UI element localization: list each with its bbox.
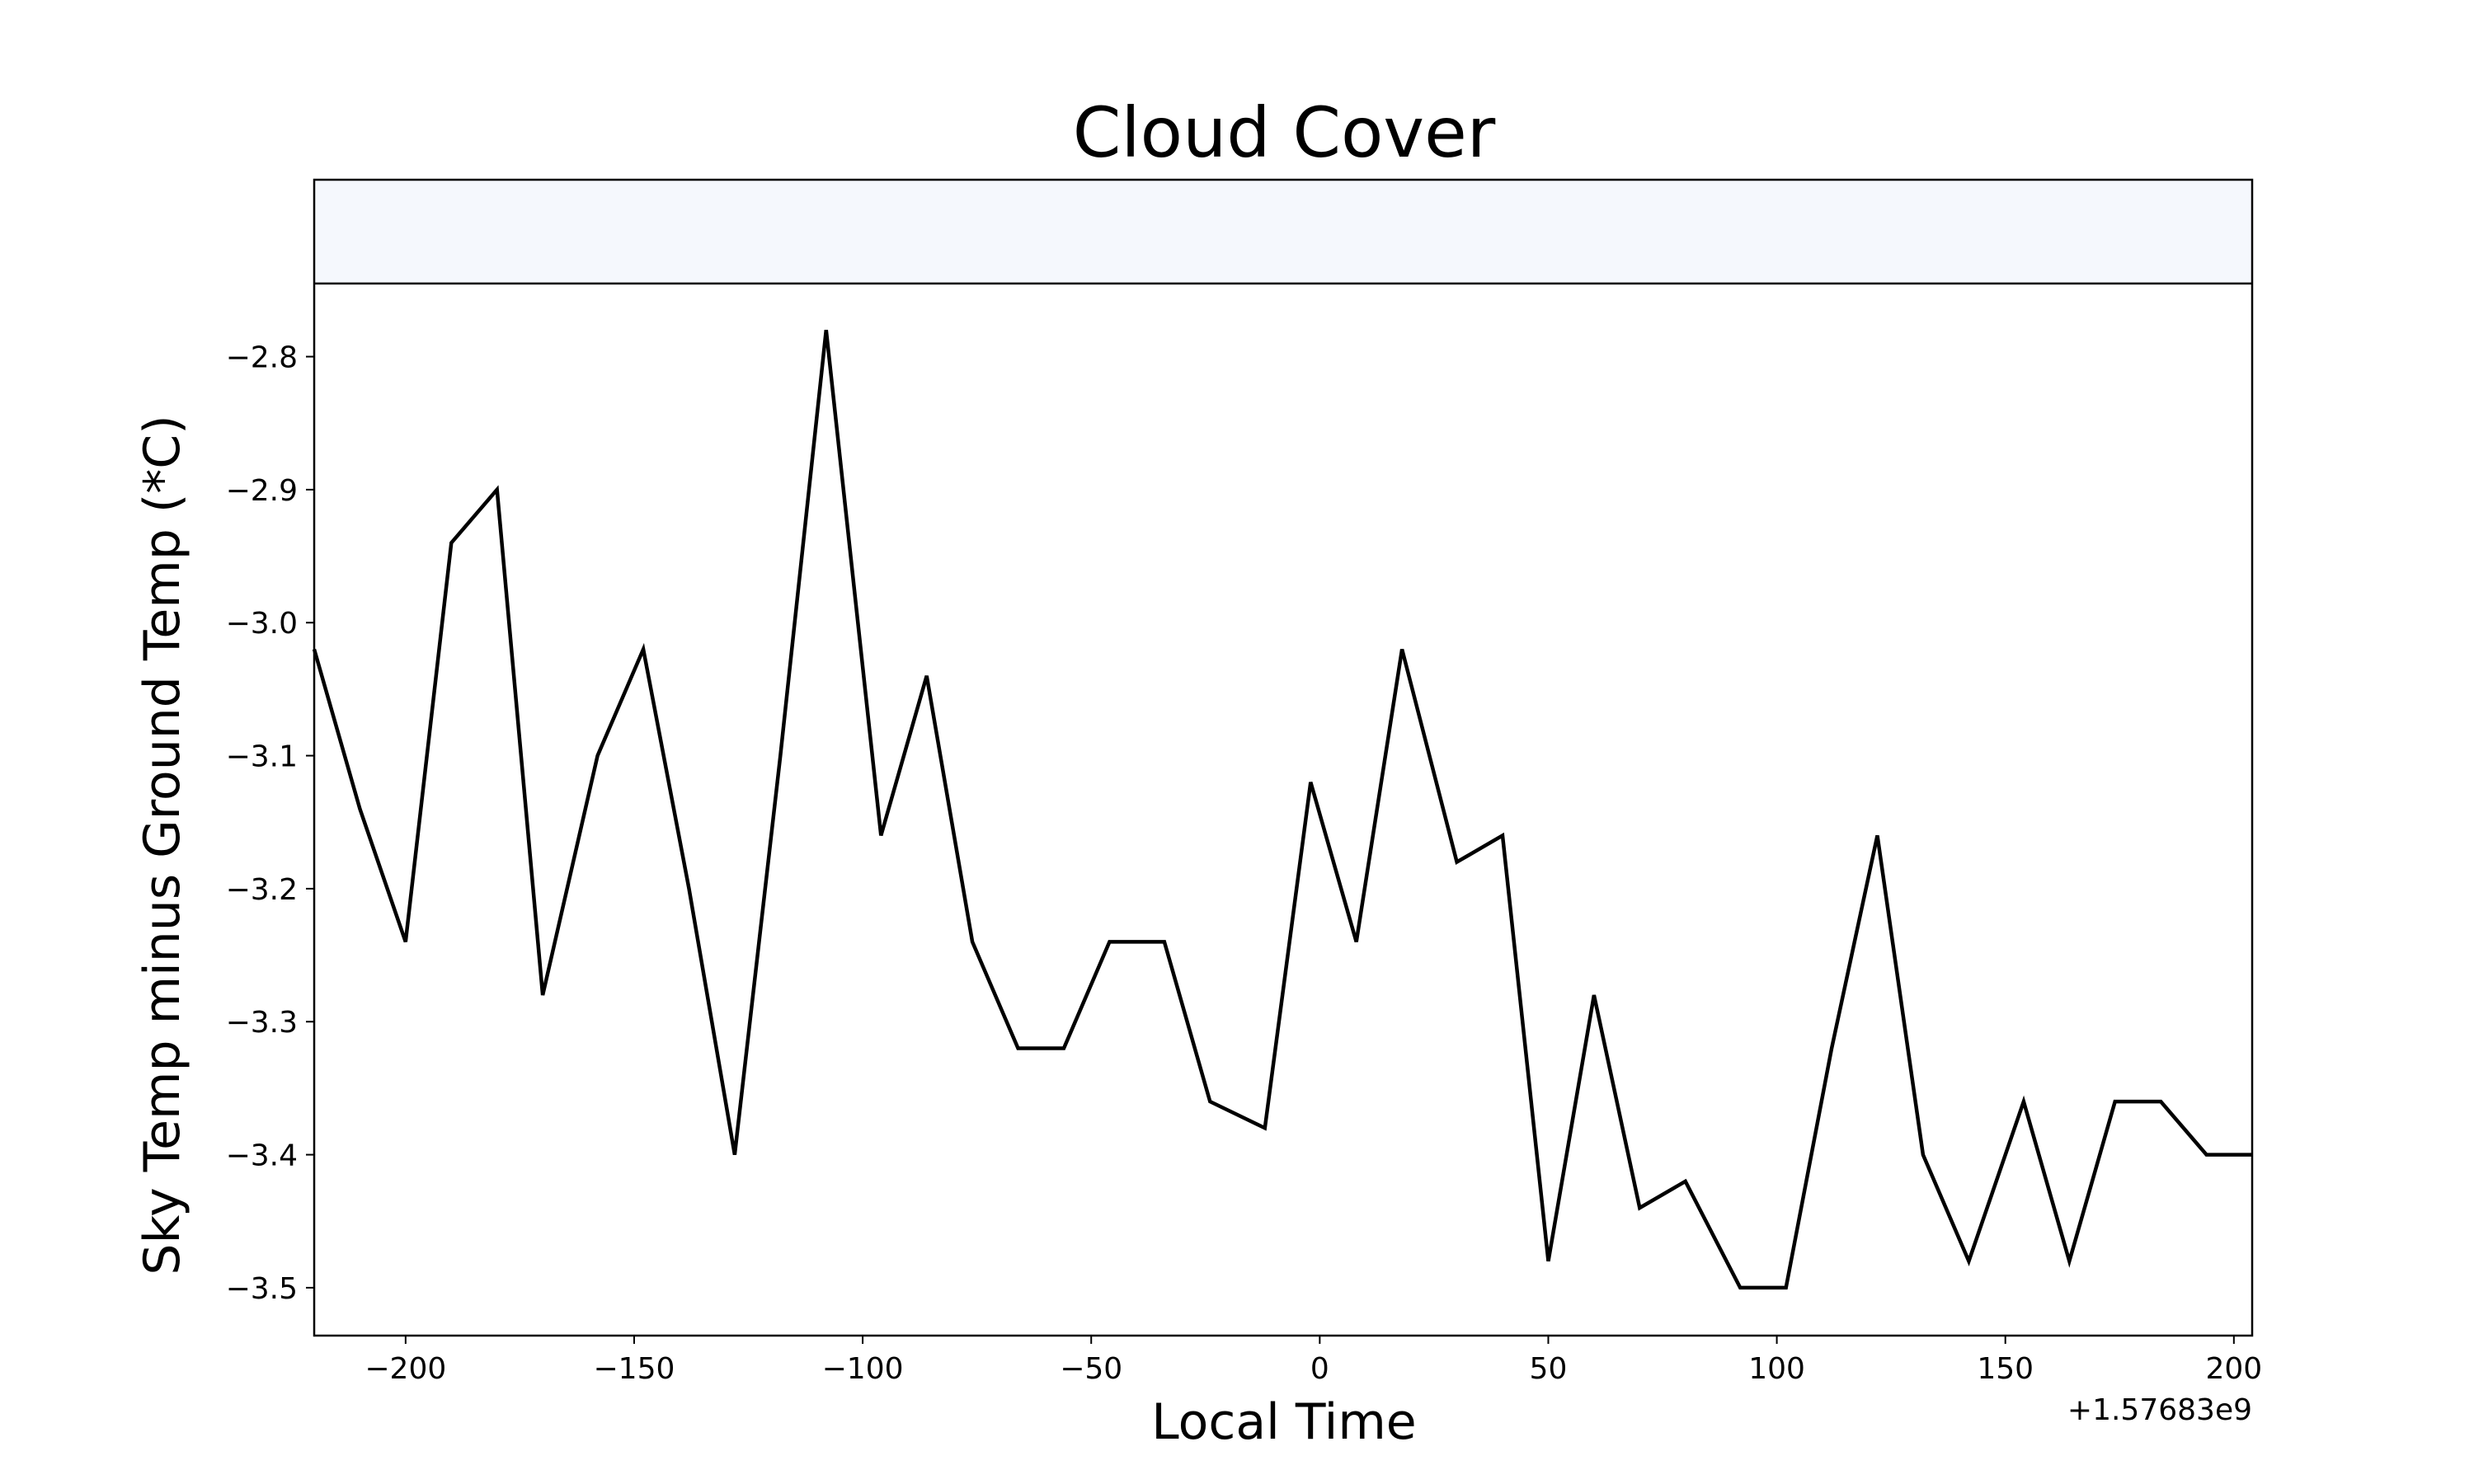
y-tick-label: −3.0: [226, 607, 298, 641]
x-tick-label: −50: [1060, 1352, 1122, 1386]
y-tick-label: −3.4: [226, 1139, 298, 1173]
plot-marks: [312, 330, 2252, 1290]
x-tick-label: −100: [822, 1352, 904, 1386]
series-line-0: [312, 330, 2252, 1290]
x-tick-label: 150: [1977, 1352, 2034, 1386]
y-tick-label: −2.9: [226, 474, 298, 508]
x-axis-title: Local Time: [1151, 1393, 1416, 1451]
chart-title: Cloud Cover: [1073, 92, 1496, 173]
x-axis: −200 −150 −100 −50 0 50 100 150 200: [365, 1336, 2262, 1386]
y-tick-label: −2.8: [226, 341, 298, 375]
x-tick-label: 0: [1310, 1352, 1329, 1386]
x-tick-label: 200: [2205, 1352, 2262, 1386]
y-axis: −3.5 −3.4 −3.3 −3.2 −3.1 −3.0 −2.9 −2.8: [226, 341, 314, 1306]
plot-frame: [313, 178, 2254, 1337]
y-tick-label: −3.5: [226, 1272, 298, 1306]
x-tick-label: −200: [365, 1352, 446, 1386]
x-offset-label: +1.57683e9: [2067, 1393, 2252, 1427]
y-axis-title: Sky Temp minus Ground Temp (*C): [134, 415, 191, 1275]
x-tick-label: −150: [594, 1352, 675, 1386]
y-tick-label: −3.2: [226, 873, 298, 907]
x-tick-label: 100: [1748, 1352, 1805, 1386]
y-tick-label: −3.3: [226, 1006, 298, 1040]
x-tick-label: 50: [1530, 1352, 1568, 1386]
y-tick-label: −3.1: [226, 740, 298, 774]
top-band: [314, 180, 2252, 284]
